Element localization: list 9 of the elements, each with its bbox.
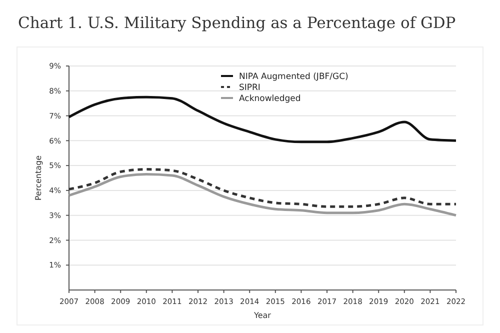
legend-label: NIPA Augmented (JBF/GC) [239,72,348,82]
x-axis-title: Year [253,311,272,320]
legend-label: Acknowledged [239,94,301,104]
y-axis-title: Percentage [34,155,43,201]
line-series [68,173,458,217]
line-series [68,96,458,144]
chart-title: Chart 1. U.S. Military Spending as a Percentage of GDP [18,14,456,32]
legend-label: SIPRI [239,82,260,93]
line-series [68,168,458,208]
